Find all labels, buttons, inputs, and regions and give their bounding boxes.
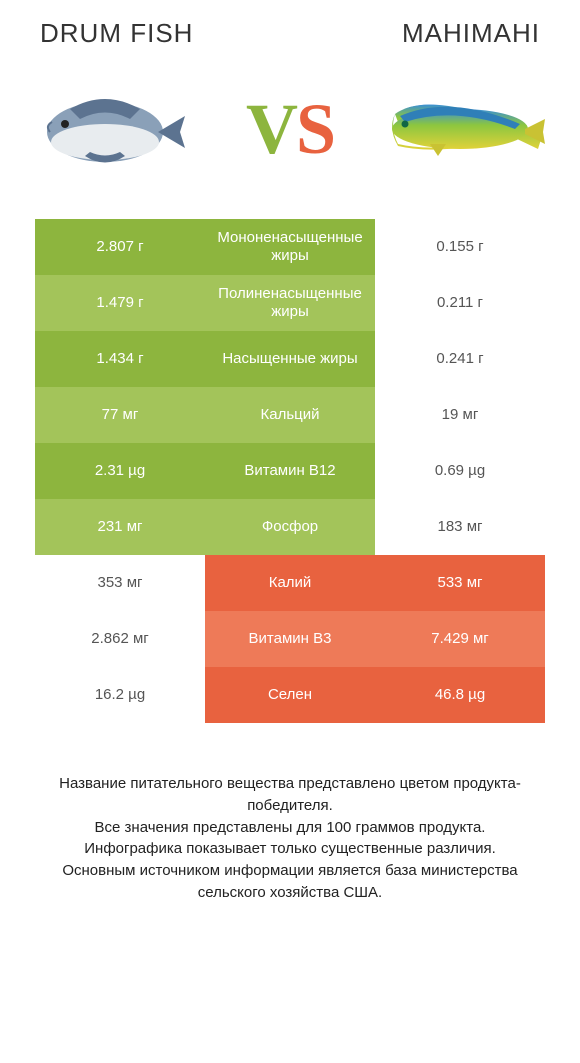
table-row: 1.479 гПолиненасыщенные жиры0.211 г bbox=[35, 275, 545, 331]
left-value-cell: 2.862 мг bbox=[35, 611, 205, 667]
drum-fish-image bbox=[30, 74, 200, 184]
right-value-cell: 0.155 г bbox=[375, 219, 545, 275]
table-row: 77 мгКальций19 мг bbox=[35, 387, 545, 443]
right-value-cell: 0.69 µg bbox=[375, 443, 545, 499]
nutrient-label-cell: Витамин B3 bbox=[205, 611, 375, 667]
vs-v-letter: V bbox=[246, 89, 296, 169]
vs-s-letter: S bbox=[296, 89, 334, 169]
right-value-cell: 533 мг bbox=[375, 555, 545, 611]
nutrient-label-cell: Фосфор bbox=[205, 499, 375, 555]
footer-line-3: Инфографика показывает только существенн… bbox=[30, 838, 550, 860]
footer-notes: Название питательного вещества представл… bbox=[0, 723, 580, 904]
nutrient-label-cell: Насыщенные жиры bbox=[205, 331, 375, 387]
table-row: 353 мгКалий533 мг bbox=[35, 555, 545, 611]
table-row: 16.2 µgСелен46.8 µg bbox=[35, 667, 545, 723]
footer-line-1: Название питательного вещества представл… bbox=[30, 773, 550, 817]
left-value-cell: 2.807 г bbox=[35, 219, 205, 275]
images-row: VS bbox=[0, 49, 580, 219]
comparison-table: 2.807 гМононенасыщенные жиры0.155 г1.479… bbox=[35, 219, 545, 723]
left-value-cell: 2.31 µg bbox=[35, 443, 205, 499]
right-value-cell: 183 мг bbox=[375, 499, 545, 555]
left-product-title: DRUM FISH bbox=[40, 18, 193, 49]
left-value-cell: 1.479 г bbox=[35, 275, 205, 331]
left-value-cell: 16.2 µg bbox=[35, 667, 205, 723]
right-value-cell: 0.211 г bbox=[375, 275, 545, 331]
left-value-cell: 353 мг bbox=[35, 555, 205, 611]
nutrient-label-cell: Мононенасыщенные жиры bbox=[205, 219, 375, 275]
left-value-cell: 1.434 г bbox=[35, 331, 205, 387]
right-value-cell: 0.241 г bbox=[375, 331, 545, 387]
left-value-cell: 231 мг bbox=[35, 499, 205, 555]
table-row: 2.862 мгВитамин B37.429 мг bbox=[35, 611, 545, 667]
table-row: 2.807 гМононенасыщенные жиры0.155 г bbox=[35, 219, 545, 275]
table-row: 231 мгФосфор183 мг bbox=[35, 499, 545, 555]
right-value-cell: 7.429 мг bbox=[375, 611, 545, 667]
vs-label: VS bbox=[246, 88, 334, 171]
nutrient-label-cell: Калий bbox=[205, 555, 375, 611]
nutrient-label-cell: Кальций bbox=[205, 387, 375, 443]
header: DRUM FISH MAHIMAHI bbox=[0, 0, 580, 49]
nutrient-label-cell: Полиненасыщенные жиры bbox=[205, 275, 375, 331]
table-row: 2.31 µgВитамин B120.69 µg bbox=[35, 443, 545, 499]
right-value-cell: 19 мг bbox=[375, 387, 545, 443]
right-product-title: MAHIMAHI bbox=[402, 18, 540, 49]
nutrient-label-cell: Витамин B12 bbox=[205, 443, 375, 499]
mahimahi-image bbox=[380, 74, 550, 184]
left-value-cell: 77 мг bbox=[35, 387, 205, 443]
footer-line-2: Все значения представлены для 100 граммо… bbox=[30, 817, 550, 839]
nutrient-label-cell: Селен bbox=[205, 667, 375, 723]
footer-line-4: Основным источником информации является … bbox=[30, 860, 550, 904]
table-row: 1.434 гНасыщенные жиры0.241 г bbox=[35, 331, 545, 387]
right-value-cell: 46.8 µg bbox=[375, 667, 545, 723]
